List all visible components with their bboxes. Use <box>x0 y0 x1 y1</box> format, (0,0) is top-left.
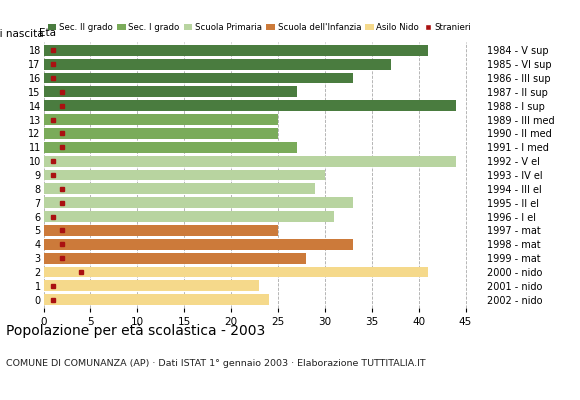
Bar <box>44 73 353 84</box>
Text: COMUNE DI COMUNANZA (AP) · Dati ISTAT 1° gennaio 2003 · Elaborazione TUTTITALIA.: COMUNE DI COMUNANZA (AP) · Dati ISTAT 1°… <box>6 359 425 368</box>
Bar <box>44 128 278 139</box>
Legend: Sec. II grado, Sec. I grado, Scuola Primaria, Scuola dell'Infanzia, Asilo Nido, : Sec. II grado, Sec. I grado, Scuola Prim… <box>48 23 472 32</box>
Bar <box>44 156 456 166</box>
Bar <box>44 280 259 291</box>
Bar <box>44 184 316 194</box>
Bar <box>44 86 297 97</box>
Text: Popolazione per età scolastica - 2003: Popolazione per età scolastica - 2003 <box>6 324 265 338</box>
Text: Età: Età <box>39 28 56 38</box>
Bar <box>44 100 456 111</box>
Bar <box>44 170 325 180</box>
Bar <box>44 45 428 56</box>
Bar <box>44 142 297 153</box>
Bar <box>44 266 428 277</box>
Bar <box>44 239 353 250</box>
Bar <box>44 197 353 208</box>
Bar <box>44 253 306 264</box>
Bar <box>44 114 278 125</box>
Text: Anno di nascita: Anno di nascita <box>0 29 44 39</box>
Bar <box>44 225 278 236</box>
Bar <box>44 211 334 222</box>
Bar <box>44 294 269 305</box>
Bar <box>44 59 390 70</box>
